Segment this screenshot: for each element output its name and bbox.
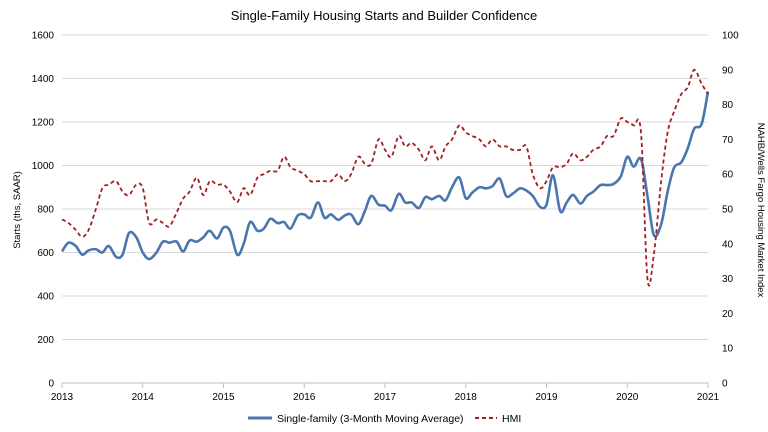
y2-tick-label: 30 [722, 274, 734, 285]
chart-title: Single-Family Housing Starts and Builder… [231, 8, 537, 23]
y2-tick-label: 10 [722, 344, 734, 355]
y-tick-label: 0 [48, 379, 54, 390]
y2-tick-label: 60 [722, 170, 734, 181]
x-tick-label: 2017 [374, 392, 397, 403]
y2-tick-label: 20 [722, 309, 734, 320]
y-tick-label: 200 [37, 335, 54, 346]
y-tick-label: 1200 [32, 118, 55, 129]
y2-tick-label: 40 [722, 239, 734, 250]
x-tick-label: 2015 [212, 392, 235, 403]
y-tick-label: 600 [37, 248, 54, 259]
x-tick-label: 2016 [293, 392, 316, 403]
x-tick-label: 2018 [455, 392, 478, 403]
y2-axis-label: NAHB/Wells Fargo Housing Market Index [755, 123, 766, 298]
legend: Single-family (3-Month Moving Average) H… [248, 413, 521, 425]
y-tick-label: 1600 [32, 31, 55, 42]
y2-tick-label: 90 [722, 65, 734, 76]
x-tick-label: 2021 [697, 392, 720, 403]
x-tick-label: 2013 [51, 392, 74, 403]
x-tick-label: 2019 [535, 392, 558, 403]
legend-label-hmi: HMI [502, 413, 521, 425]
legend-label-single-family: Single-family (3-Month Moving Average) [277, 413, 464, 425]
series-line-single-family [60, 91, 710, 261]
y2-tick-label: 80 [722, 100, 734, 111]
y-axis-ticks: 0 200 400 600 800 1000 1200 1400 1600 [32, 31, 55, 390]
gridlines [62, 34, 708, 340]
y2-tick-label: 100 [722, 31, 739, 42]
series-group [60, 68, 710, 287]
y-axis-label: Starts (ths, SAAR) [12, 171, 23, 249]
y-tick-label: 1000 [32, 161, 55, 172]
y-tick-label: 800 [37, 205, 54, 216]
y-tick-label: 400 [37, 292, 54, 303]
x-tick-label: 2020 [616, 392, 639, 403]
y2-tick-label: 50 [722, 205, 734, 216]
y2-tick-label: 0 [722, 379, 728, 390]
y2-tick-label: 70 [722, 135, 734, 146]
x-axis-ticks: 2013 2014 2015 2016 2017 2018 2019 2020 2021 [51, 383, 720, 403]
x-tick-label: 2014 [132, 392, 155, 403]
y2-axis-ticks: 0 10 20 30 40 50 60 70 80 90 100 [722, 31, 739, 390]
series-line-hmi [61, 68, 709, 287]
y-tick-label: 1400 [32, 74, 55, 85]
